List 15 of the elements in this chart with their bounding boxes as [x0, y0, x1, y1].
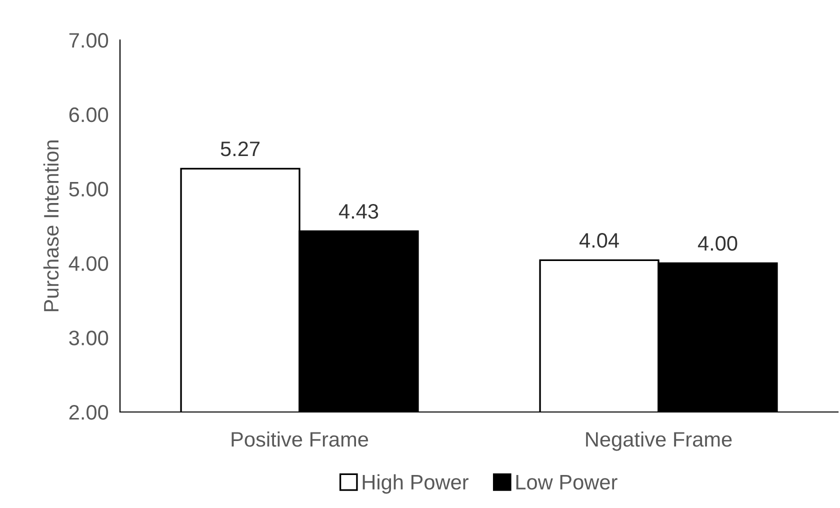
data-label: 4.00 [698, 236, 738, 251]
legend-label: High Power [362, 474, 468, 494]
legend-label: Low Power [516, 475, 618, 490]
x-tick-label: Negative Frame [586, 431, 732, 451]
y-axis-title: Purchase Intention [43, 140, 59, 312]
data-label: 5.27 [220, 142, 260, 156]
y-tick-label: 6.00 [69, 107, 108, 122]
y-tick-label: 7.00 [69, 33, 108, 48]
x-tick-label: Positive Frame [232, 431, 368, 447]
data-label: 4.04 [579, 233, 619, 248]
y-tick-label: 3.00 [69, 330, 108, 346]
y-tick-label: 5.00 [69, 182, 108, 197]
y-tick-label: 2.00 [69, 405, 108, 420]
y-tick-label: 4.00 [68, 256, 108, 271]
data-label: 4.43 [338, 204, 378, 219]
